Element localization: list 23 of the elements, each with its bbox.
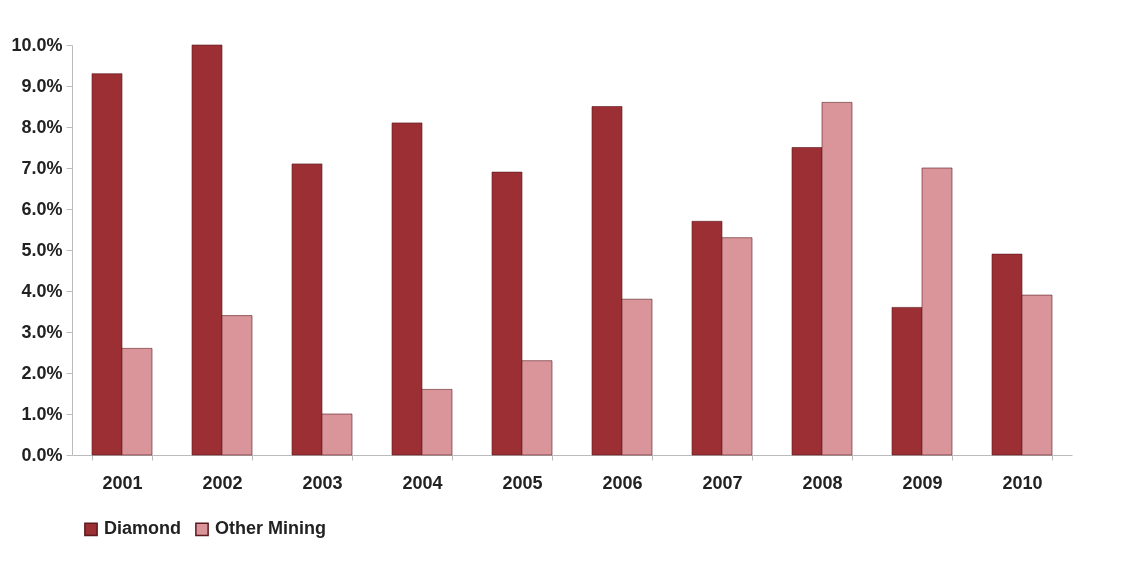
legend-label: Other Mining [215,518,326,539]
y-tick-label: 3.0% [21,321,63,342]
y-tick-label: 5.0% [21,239,63,260]
legend-label: Diamond [104,518,182,539]
y-tick-label: 2.0% [21,362,63,383]
y-tick-label: 8.0% [21,116,63,137]
x-tick-label: 2004 [402,472,443,493]
y-tick-label: 6.0% [21,198,63,219]
y-tick-label: 0.0% [21,444,63,465]
x-tick-label: 2005 [502,472,543,493]
y-tick-label: 1.0% [21,403,63,424]
x-tick-label: 2006 [602,472,643,493]
x-tick-label: 2001 [102,472,143,493]
x-tick-label: 2010 [1002,472,1043,493]
y-tick-label: 7.0% [21,157,63,178]
x-tick-label: 2008 [802,472,843,493]
x-tick-label: 2009 [902,472,943,493]
x-tick-label: 2002 [202,472,243,493]
x-tick-label: 2007 [702,472,743,493]
y-tick-label: 10.0% [11,34,63,55]
x-tick-label: 2003 [302,472,343,493]
y-tick-label: 9.0% [21,75,63,96]
y-tick-label: 4.0% [21,280,63,301]
